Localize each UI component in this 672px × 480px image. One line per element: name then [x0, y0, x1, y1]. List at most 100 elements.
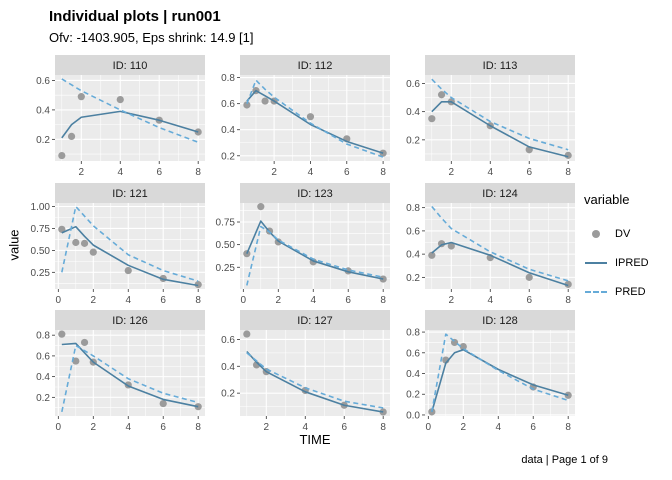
facet-panel: ID: 126 0.2 0.4 0.6 0.8 0 2 4 6 8 — [25, 310, 210, 435]
x-tick-label: 8 — [565, 167, 571, 178]
dv-point — [379, 275, 387, 283]
y-tick-label: 0.4 — [221, 125, 235, 136]
x-tick-label: 4 — [487, 167, 493, 178]
y-tick-label: 0.0 — [406, 410, 420, 421]
pred-line — [246, 79, 384, 158]
dv-point — [89, 248, 97, 256]
y-tick-label: 0.75 — [216, 218, 236, 229]
dv-point — [564, 151, 572, 159]
y-tick-label: 0.8 — [221, 73, 235, 84]
ipred-line — [431, 241, 569, 287]
x-tick-label: 8 — [195, 422, 201, 433]
y-tick-label: 0.6 — [406, 226, 420, 237]
x-tick-label: 0 — [426, 422, 432, 433]
x-tick-label: 4 — [125, 422, 131, 433]
legend-label-ipred: IPRED — [615, 256, 649, 269]
y-tick-label: 0.8 — [406, 203, 420, 214]
dv-point — [58, 151, 66, 160]
legend-title: variable — [584, 192, 630, 207]
dv-point — [124, 266, 132, 275]
facet-strip-label: ID: 124 — [482, 188, 517, 200]
y-tick-label: 0.2 — [406, 390, 420, 401]
x-tick-label: 0 — [241, 295, 247, 306]
facet-panel: ID: 113 0.2 0.4 0.6 2 4 6 8 — [395, 55, 580, 180]
y-tick-label: 0.6 — [36, 76, 50, 87]
y-tick-label: 0.4 — [36, 372, 50, 383]
dv-point-icon — [584, 225, 608, 243]
x-tick-label: 0 — [56, 422, 62, 433]
ipred-line — [246, 220, 384, 280]
x-tick-label: 8 — [565, 295, 571, 306]
facet-strip — [240, 55, 390, 75]
y-tick-label: 0.4 — [36, 105, 50, 116]
y-tick-label: 0.2 — [36, 393, 50, 404]
plot-title: Individual plots | run001 — [49, 8, 221, 25]
x-tick-label: 6 — [341, 422, 347, 433]
facet-panel: ID: 124 0.2 0.4 0.6 0.8 2 4 6 8 — [395, 183, 580, 308]
x-tick-label: 6 — [526, 295, 532, 306]
y-tick-label: 0.2 — [406, 273, 420, 284]
facet-strip — [240, 310, 390, 330]
dv-point — [243, 101, 251, 109]
facet-strip — [55, 310, 205, 330]
y-tick-label: 0.6 — [221, 335, 235, 346]
x-tick-label: 2 — [461, 422, 467, 433]
ipred-line — [61, 342, 199, 408]
plot-subtitle: Ofv: -1403.905, Eps shrink: 14.9 [1] — [49, 30, 254, 45]
y-tick-label: 0.6 — [406, 348, 420, 359]
y-tick-label: 0.6 — [406, 79, 420, 90]
ipred-line — [246, 89, 384, 154]
facet-strip-label: ID: 112 — [298, 60, 333, 72]
y-tick-label: 0.6 — [36, 351, 50, 362]
ipred-line — [431, 348, 569, 413]
facet-strip-label: ID: 127 — [297, 315, 332, 327]
pred-line — [61, 78, 199, 144]
dv-point — [58, 225, 66, 233]
y-tick-label: 0.2 — [406, 135, 420, 146]
x-tick-label: 0 — [56, 295, 62, 306]
y-tick-label: 0.6 — [221, 99, 235, 110]
ipred-line — [61, 225, 199, 287]
x-tick-label: 2 — [449, 167, 455, 178]
facet-strip — [425, 55, 575, 75]
x-tick-label: 8 — [380, 422, 386, 433]
y-tick-label: 1.00 — [31, 202, 51, 213]
y-tick-label: 0.4 — [221, 362, 235, 373]
legend-label-dv: DV — [615, 227, 631, 240]
x-tick-label: 2 — [264, 422, 270, 433]
pred-line — [246, 352, 384, 409]
y-tick-label: 0.50 — [216, 240, 236, 251]
x-tick-label: 4 — [495, 422, 501, 433]
x-tick-label: 2 — [91, 422, 97, 433]
facet-strip — [55, 55, 205, 75]
facet-strip-label: ID: 123 — [297, 188, 332, 200]
y-tick-label: 0.50 — [31, 246, 51, 257]
facet-strip-label: ID: 113 — [483, 60, 518, 72]
facet-strip — [425, 183, 575, 203]
dv-point — [80, 239, 89, 247]
pred-line — [431, 333, 569, 412]
facet-strip — [55, 183, 205, 203]
x-tick-label: 6 — [344, 167, 350, 178]
x-tick-label: 4 — [302, 422, 308, 433]
pred-line — [431, 205, 569, 282]
legend-item-dv: DV — [584, 219, 672, 248]
dv-point — [447, 242, 455, 250]
x-tick-label: 4 — [308, 167, 314, 178]
dv-point — [159, 399, 167, 408]
dv-point — [77, 93, 85, 101]
dv-point — [306, 113, 315, 121]
x-tick-label: 8 — [195, 295, 201, 306]
pred-line — [246, 225, 384, 286]
facet-strip — [240, 183, 390, 203]
x-tick-label: 2 — [79, 167, 85, 178]
dv-point — [261, 97, 269, 105]
dv-point — [80, 338, 89, 347]
facet-panel: ID: 127 0.2 0.4 0.6 2 4 6 8 — [210, 310, 395, 435]
x-tick-label: 2 — [91, 295, 97, 306]
x-axis-title: TIME — [299, 432, 331, 447]
facet-strip — [425, 310, 575, 330]
facet-strip-label: ID: 128 — [482, 315, 517, 327]
y-tick-label: 0.75 — [31, 224, 51, 235]
